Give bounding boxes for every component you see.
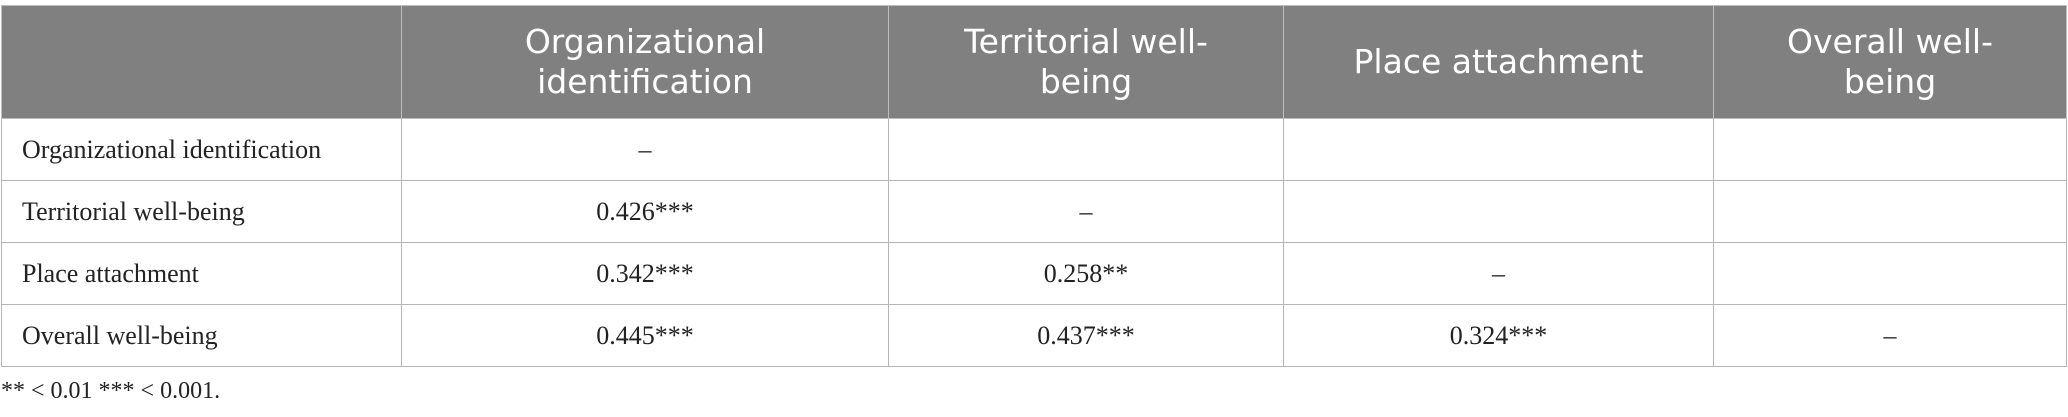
table-row: Place attachment 0.342*** 0.258** – [1, 242, 2067, 305]
table-cell: 0.426*** [401, 180, 889, 243]
row-label: Territorial well-being [1, 180, 402, 243]
table-cell: – [1283, 242, 1714, 305]
empty-cell [888, 118, 1284, 181]
row-label: Place attachment [1, 242, 402, 305]
header-cell [1, 5, 402, 119]
table-cell: – [401, 118, 889, 181]
row-label: Organizational identification [1, 118, 402, 181]
table-cell: – [1713, 304, 2067, 367]
empty-cell [1713, 118, 2067, 181]
table-row: Overall well-being 0.445*** 0.437*** 0.324*… [1, 304, 2067, 367]
table-cell: 0.437*** [888, 304, 1284, 367]
table-cell: 0.342*** [401, 242, 889, 305]
table-cell: 0.445*** [401, 304, 889, 367]
header-cell: Organizational identification [401, 5, 889, 119]
header-cell: Place attachment [1283, 5, 1714, 119]
empty-cell [1713, 242, 2067, 305]
row-label: Overall well-being [1, 304, 402, 367]
table-cell: 0.324*** [1283, 304, 1714, 367]
table-row: Territorial well-being 0.426*** – [1, 180, 2067, 243]
table-row: Organizational identification – [1, 118, 2067, 181]
header-row: Organizational identification Territorial… [1, 5, 2067, 119]
table-cell: – [888, 180, 1284, 243]
correlation-table: Organizational identification Territorial… [1, 5, 2067, 367]
empty-cell [1283, 180, 1714, 243]
table-body: Organizational identification – Territoria… [1, 118, 2067, 367]
table-cell: 0.258** [888, 242, 1284, 305]
header-cell: Territorial well-being [888, 5, 1284, 119]
empty-cell [1713, 180, 2067, 243]
footnote: ** < 0.01 *** < 0.001. [1, 378, 221, 404]
empty-cell [1283, 118, 1714, 181]
header-cell: Overall well-being [1713, 5, 2067, 119]
